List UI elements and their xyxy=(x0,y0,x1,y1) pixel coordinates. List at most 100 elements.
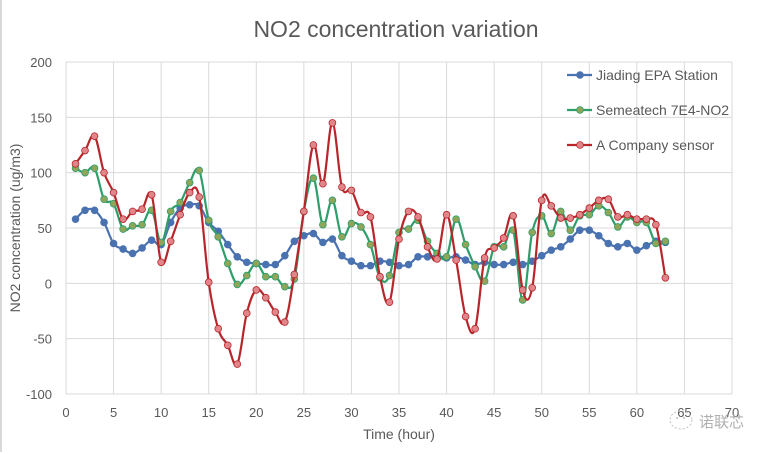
data-point xyxy=(328,196,337,205)
data-point xyxy=(223,341,232,350)
data-point xyxy=(138,205,146,213)
data-point xyxy=(528,283,536,292)
watermark: 诺联芯 xyxy=(669,410,744,431)
data-point xyxy=(233,280,242,289)
data-point xyxy=(376,272,384,281)
data-point xyxy=(223,259,232,268)
data-point xyxy=(271,308,280,316)
data-point xyxy=(100,195,108,204)
data-point xyxy=(319,220,327,229)
data-point xyxy=(281,282,289,291)
data-point xyxy=(357,208,365,217)
x-tick-label: 65 xyxy=(677,405,691,420)
legend-label: Jiading EPA Station xyxy=(596,67,718,83)
x-tick-label: 5 xyxy=(110,405,117,420)
series-2 xyxy=(71,119,670,368)
data-point xyxy=(366,261,375,270)
data-point xyxy=(509,212,517,220)
data-point xyxy=(195,166,204,175)
x-tick-label: 25 xyxy=(297,405,311,420)
y-tick-label: -100 xyxy=(26,387,52,402)
x-tick-label: 60 xyxy=(630,405,644,420)
data-point xyxy=(633,246,641,254)
x-axis-label: Time (hour) xyxy=(363,426,435,442)
x-tick-label: 10 xyxy=(154,405,168,420)
data-point xyxy=(652,220,660,229)
x-tick-labels: 0 5 10 15 20 25 30 35 40 45 50 55 60 65 70 xyxy=(62,405,739,420)
data-point xyxy=(366,240,375,249)
data-point xyxy=(461,240,470,249)
data-point xyxy=(252,286,261,294)
data-point xyxy=(147,236,156,244)
data-point xyxy=(452,256,460,264)
data-point xyxy=(357,223,365,231)
data-point xyxy=(385,298,394,306)
data-point xyxy=(214,324,223,333)
data-point xyxy=(518,286,527,294)
legend-item: A Company sensor xyxy=(567,137,715,153)
data-point xyxy=(319,238,327,247)
data-point xyxy=(423,243,432,251)
y-tick-label: 150 xyxy=(30,110,52,125)
data-point xyxy=(537,196,546,205)
legend-item: Semeatech 7E4-NO2 xyxy=(567,102,729,118)
data-point xyxy=(614,213,622,221)
data-point xyxy=(575,226,584,235)
data-point xyxy=(223,240,232,249)
data-point xyxy=(185,200,194,209)
data-point xyxy=(585,226,594,235)
data-point xyxy=(547,229,556,238)
data-point xyxy=(309,141,318,149)
data-point xyxy=(309,229,318,238)
data-point xyxy=(661,273,670,282)
x-tick-label: 70 xyxy=(725,405,739,420)
data-point xyxy=(623,210,632,219)
y-tick-label: -50 xyxy=(33,332,52,347)
data-point xyxy=(300,207,308,216)
data-point xyxy=(614,223,622,231)
data-point xyxy=(176,210,184,219)
legend-marker xyxy=(576,71,584,79)
data-point xyxy=(490,244,498,252)
data-point xyxy=(271,260,280,269)
data-point xyxy=(90,164,99,173)
data-point xyxy=(138,244,146,252)
x-tick-label: 30 xyxy=(344,405,358,420)
data-point xyxy=(347,219,356,228)
data-point xyxy=(509,258,517,267)
data-point xyxy=(242,309,251,318)
data-point xyxy=(642,241,651,250)
x-tick-label: 15 xyxy=(201,405,215,420)
data-point xyxy=(404,207,413,216)
data-point xyxy=(195,193,204,201)
data-point xyxy=(100,168,108,177)
data-point xyxy=(71,160,80,168)
data-point xyxy=(281,318,289,326)
legend-label: A Company sensor xyxy=(596,137,715,153)
data-point xyxy=(109,239,118,248)
data-point xyxy=(547,202,556,210)
data-point xyxy=(281,251,289,260)
data-point xyxy=(128,207,137,216)
data-point xyxy=(633,215,641,223)
data-point xyxy=(347,257,356,266)
data-point xyxy=(185,178,194,187)
data-point xyxy=(166,237,175,246)
data-point xyxy=(604,195,613,204)
data-point xyxy=(471,324,479,333)
wechat-bubble-icon xyxy=(669,410,693,430)
data-point xyxy=(585,210,594,219)
data-point xyxy=(442,252,451,261)
data-point xyxy=(328,119,337,127)
data-point xyxy=(594,231,603,240)
data-point xyxy=(556,243,565,251)
legend-marker xyxy=(576,141,584,149)
x-tick-label: 55 xyxy=(582,405,596,420)
data-point xyxy=(242,258,251,267)
data-point xyxy=(166,207,175,216)
data-point xyxy=(109,188,118,197)
data-point xyxy=(271,272,280,281)
data-point xyxy=(652,239,660,248)
